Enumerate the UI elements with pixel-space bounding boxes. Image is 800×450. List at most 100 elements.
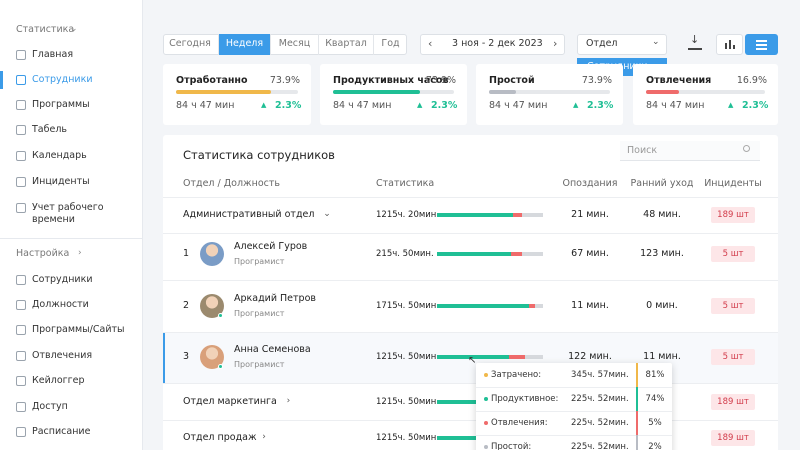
stat-bar-segment bbox=[437, 252, 512, 256]
period-tab[interactable]: Сегодня bbox=[169, 38, 211, 49]
incidents: 5 шт bbox=[722, 301, 744, 311]
date-range[interactable]: 3 ноя - 2 дек 2023 bbox=[452, 38, 543, 49]
tooltip-label: Простой: bbox=[491, 442, 532, 450]
nav-item[interactable]: Инциденты bbox=[32, 176, 90, 187]
time: 1215ч. 50мин. bbox=[376, 352, 440, 362]
nav-icon bbox=[16, 151, 26, 161]
kpi-bar bbox=[333, 90, 421, 94]
column-header: Отдел / Должность bbox=[183, 178, 280, 189]
kpi-change: 2.3% bbox=[431, 100, 458, 111]
row-number: 3 bbox=[183, 351, 190, 362]
employee-position: Програмист bbox=[234, 360, 285, 369]
column-header: Ранний уход bbox=[630, 178, 694, 189]
period-tab[interactable]: Месяц bbox=[270, 34, 318, 55]
tooltip-percent: 74% bbox=[645, 394, 665, 404]
tooltip-value: 345ч. 57мин. bbox=[571, 370, 629, 380]
nav-item[interactable]: Главная bbox=[32, 49, 74, 60]
incident-badge bbox=[711, 246, 755, 262]
department-name[interactable]: Отдел продаж bbox=[183, 432, 257, 443]
nav-icon bbox=[16, 125, 26, 135]
tooltip-separator bbox=[476, 435, 672, 436]
employee-name[interactable]: Алексей Гуров bbox=[234, 241, 308, 252]
kpi-arrow: ▲ bbox=[573, 101, 579, 109]
search-icon bbox=[743, 145, 750, 152]
row-separator bbox=[163, 383, 778, 384]
department-name[interactable]: Административный отдел bbox=[183, 209, 315, 220]
tooltip-percent-cell bbox=[636, 435, 672, 450]
kpi-arrow: ▲ bbox=[417, 101, 423, 109]
nav-item[interactable]: Расписание bbox=[32, 426, 91, 437]
nav-item[interactable]: Должности bbox=[32, 299, 89, 310]
kpi-change: 2.3% bbox=[742, 100, 769, 111]
nav-item[interactable]: Отвлечения bbox=[32, 350, 93, 361]
next: › bbox=[553, 37, 558, 50]
kpi-title: Отработанно bbox=[176, 75, 248, 86]
nav-icon bbox=[16, 177, 26, 187]
nav-item[interactable]: Календарь bbox=[32, 150, 87, 161]
nav-icon bbox=[16, 75, 26, 85]
expand-caret: ⌄ bbox=[323, 209, 331, 219]
tooltip-percent-cell bbox=[636, 363, 672, 387]
nav-icon bbox=[16, 325, 26, 335]
tooltip-label: Отвлечения: bbox=[491, 418, 548, 428]
stat-bar-segment bbox=[521, 252, 543, 256]
time: 1215ч. 50мин. bbox=[376, 433, 440, 443]
nav-item[interactable]: Сотрудники bbox=[32, 274, 93, 285]
tooltip-separator bbox=[476, 411, 672, 412]
incidents: 5 шт bbox=[722, 352, 744, 362]
nav-icon bbox=[16, 300, 26, 310]
employee-name[interactable]: Аркадий Петров bbox=[234, 293, 316, 304]
kpi-title: Отвлечения bbox=[646, 75, 712, 86]
employee-position: Програмист bbox=[234, 309, 285, 318]
kpi-time: 84 ч 47 мин bbox=[333, 100, 392, 111]
period-tab[interactable]: Неделя bbox=[218, 34, 270, 55]
department-name[interactable]: Отдел маркетинга bbox=[183, 396, 277, 407]
kpi-card bbox=[476, 64, 623, 125]
kpi-card bbox=[163, 64, 311, 125]
row-number: 1 bbox=[183, 248, 190, 259]
nav-item[interactable]: Программы/Сайты bbox=[32, 324, 125, 335]
nav-icon bbox=[16, 275, 26, 285]
kpi-time: 84 ч 47 мин bbox=[646, 100, 705, 111]
kpi-title: Продуктивных часов bbox=[333, 75, 449, 86]
search[interactable] bbox=[620, 141, 760, 161]
kpi-arrow: ▲ bbox=[261, 101, 267, 109]
incident-badge bbox=[711, 430, 755, 446]
kpi-percent: 73.9% bbox=[425, 75, 456, 86]
kpi-time: 84 ч 47 мин bbox=[176, 100, 235, 111]
incident-badge bbox=[711, 394, 755, 410]
row-number: 2 bbox=[183, 300, 190, 311]
nav-icon bbox=[16, 351, 26, 361]
period-tab[interactable]: Год bbox=[373, 34, 407, 55]
incident-badge bbox=[711, 207, 755, 223]
chart-icon bbox=[725, 43, 727, 49]
period-tab[interactable]: Квартал bbox=[318, 34, 373, 55]
time: 215ч. 50мин. bbox=[376, 249, 434, 259]
early: 0 мин. bbox=[646, 300, 678, 311]
nav-icon bbox=[16, 203, 26, 213]
nav-item[interactable]: Сотрудники bbox=[32, 74, 93, 85]
nav-item[interactable]: Доступ bbox=[32, 401, 68, 412]
tooltip-value: 225ч. 52мин. bbox=[571, 442, 629, 450]
nav-item[interactable]: Учет рабочего времени bbox=[32, 202, 104, 225]
stat-bar-segment bbox=[437, 213, 514, 217]
nav-item[interactable]: Кейлоггер bbox=[32, 375, 85, 386]
nav-icon bbox=[16, 50, 26, 60]
row-separator bbox=[163, 332, 778, 333]
tooltip-dot bbox=[484, 421, 488, 425]
filter-label: Отдел bbox=[586, 38, 618, 49]
list-icon bbox=[756, 40, 767, 42]
incidents: 189 шт bbox=[717, 210, 749, 220]
nav-icon bbox=[16, 100, 26, 110]
nav-item[interactable]: Табель bbox=[32, 124, 67, 135]
tooltip-dot bbox=[484, 445, 488, 449]
download-btn[interactable] bbox=[688, 36, 702, 50]
nav-item[interactable]: Программы bbox=[32, 99, 90, 110]
employee-name[interactable]: Анна Семенова bbox=[234, 344, 311, 355]
filter[interactable] bbox=[577, 34, 667, 55]
incidents: 189 шт bbox=[717, 433, 749, 443]
status-dot bbox=[218, 364, 223, 369]
kpi-bar bbox=[646, 90, 680, 94]
chart-icon bbox=[733, 45, 735, 49]
